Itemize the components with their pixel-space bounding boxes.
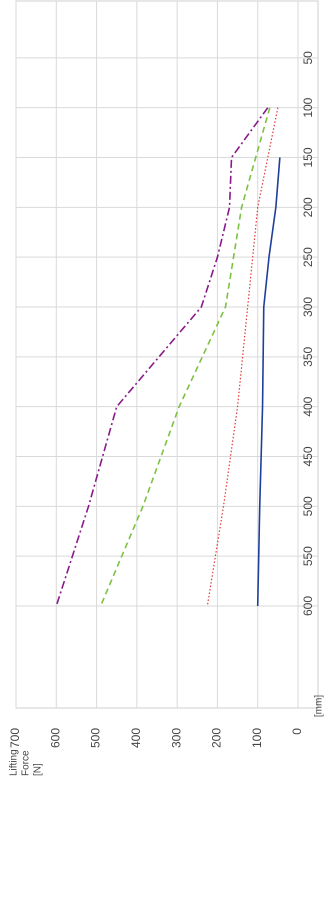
y-tick-label-500: 500 bbox=[89, 728, 103, 748]
x-unit-label: [mm] bbox=[314, 695, 325, 717]
x-tick-label-350: 350 bbox=[301, 347, 315, 367]
plot-area bbox=[15, 0, 319, 709]
y-axis-title-line-3: [N] bbox=[33, 763, 44, 776]
y-tick-label-400: 400 bbox=[129, 728, 143, 748]
series-lines bbox=[55, 107, 281, 607]
x-tick-labels: 50 100 150 200 250 300 350 400 450 500 550 600 bbox=[301, 51, 315, 616]
y-tick-label-300: 300 bbox=[169, 728, 183, 748]
x-tick-label-100: 100 bbox=[301, 97, 315, 117]
y-tick-label-0: 0 bbox=[290, 728, 304, 735]
y-tick-labels: 0 100 200 300 400 500 600 700 bbox=[8, 728, 304, 748]
y-tick-label-200: 200 bbox=[210, 728, 224, 748]
x-tick-label-450: 450 bbox=[301, 446, 315, 466]
x-tick-label-550: 550 bbox=[301, 546, 315, 566]
x-tick-label-500: 500 bbox=[301, 496, 315, 516]
grid bbox=[15, 1, 318, 708]
x-tick-label-600: 600 bbox=[301, 596, 315, 616]
y-tick-label-600: 600 bbox=[48, 728, 62, 748]
x-tick-label-150: 150 bbox=[301, 147, 315, 167]
series-line-4 bbox=[55, 107, 269, 607]
x-tick-label-50: 50 bbox=[301, 51, 315, 65]
y-tick-label-100: 100 bbox=[250, 728, 264, 748]
series-line-1 bbox=[256, 157, 281, 607]
series-line-2 bbox=[206, 107, 279, 607]
series-line-3 bbox=[99, 107, 271, 607]
x-tick-label-250: 250 bbox=[301, 247, 315, 267]
y-axis-title: Lifting Force [N] bbox=[9, 749, 44, 776]
y-axis-title-line-2: Force bbox=[21, 750, 32, 776]
x-tick-label-300: 300 bbox=[301, 297, 315, 317]
x-tick-label-400: 400 bbox=[301, 396, 315, 416]
y-axis-title-line-1: Lifting bbox=[9, 749, 20, 776]
y-tick-label-700: 700 bbox=[8, 728, 22, 748]
x-tick-label-200: 200 bbox=[301, 197, 315, 217]
